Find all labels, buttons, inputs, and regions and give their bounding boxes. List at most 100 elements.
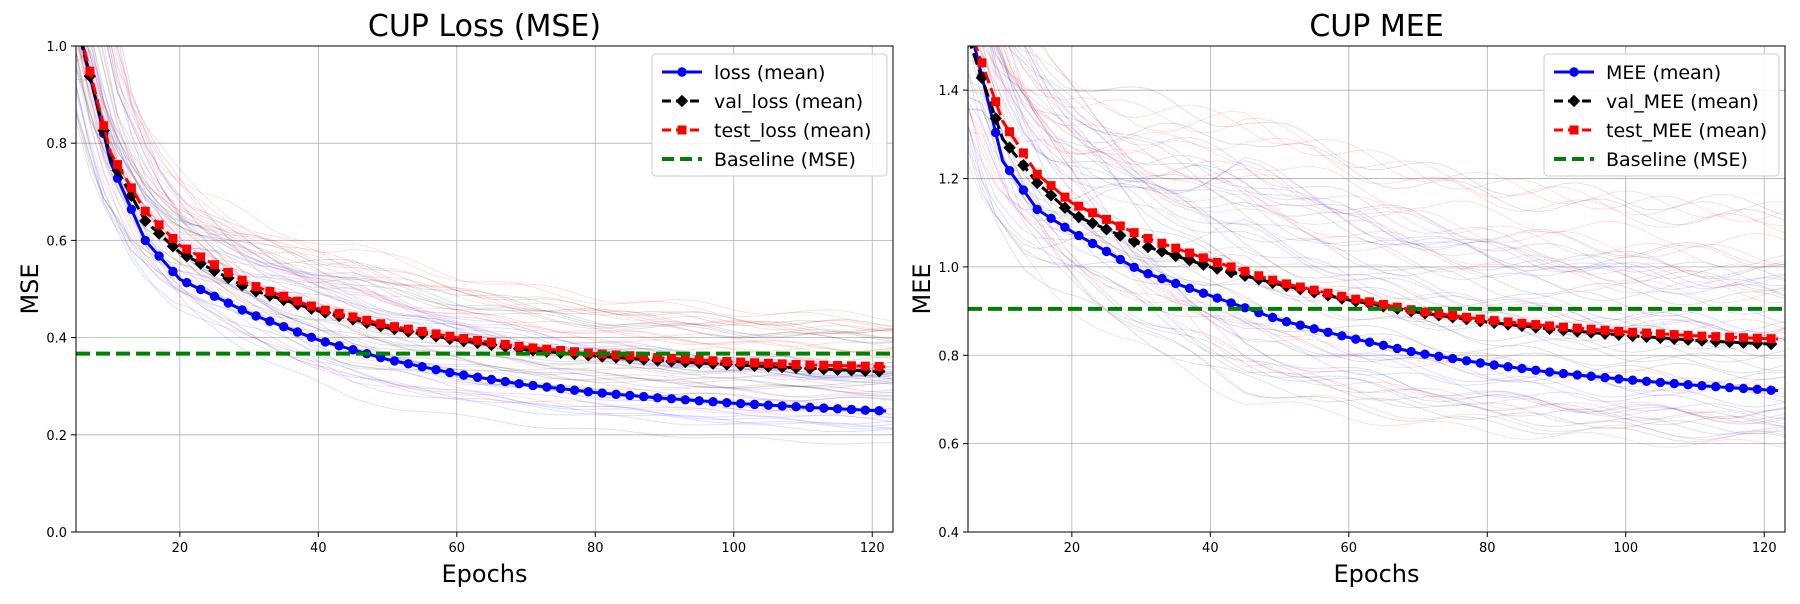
chart-2-trial-line <box>968 96 1785 443</box>
chart-2-legend-label: MEE (mean) <box>1606 62 1721 84</box>
chart-1-trial-line <box>76 120 893 383</box>
chart-2-plot-frame <box>967 45 1786 533</box>
chart-2-series-test-mee-mean-point <box>1531 320 1541 330</box>
chart-1-trial-line <box>98 46 893 393</box>
chart-1-series-loss-mean-point <box>445 367 455 378</box>
chart-2-series-val-mee-mean-point <box>1017 159 1030 172</box>
chart-1-series-test-loss-mean-point <box>113 160 123 170</box>
chart-2-series-mee-mean-point <box>1627 375 1638 385</box>
chart-1-series-loss-mean-point <box>583 387 594 397</box>
chart-1-trial-line <box>86 46 893 332</box>
chart-2-series-mee-mean-point <box>1309 324 1319 334</box>
chart-2-series-test-mee-mean-point <box>1462 312 1472 322</box>
chart-1-series-test-loss-mean-point <box>362 315 372 325</box>
chart-2-trial-line <box>1023 46 1785 381</box>
chart-2-series-test-mee-mean-point <box>1420 307 1430 317</box>
chart-2-trial-line <box>994 46 1785 331</box>
chart-2-series-mee-mean-point <box>1766 385 1776 395</box>
chart-2-ytick-label: 1.4 <box>938 84 959 99</box>
chart-1-trial-line <box>116 46 893 354</box>
chart-2-series-val-mee-mean-point <box>1100 223 1113 236</box>
chart-1-trial-line <box>77 46 893 349</box>
chart-2-trial-line <box>998 46 1785 269</box>
chart-1-legend-marker <box>677 67 687 77</box>
chart-2-series-mee-mean-point <box>1641 376 1652 386</box>
chart-2-legend-label: test_MEE (mean) <box>1606 120 1767 142</box>
chart-1-series-test-loss-mean-point <box>237 275 247 285</box>
chart-2-series-test-mee-mean-point <box>1669 330 1679 340</box>
chart-1-series-loss-mean-point <box>805 402 815 413</box>
chart-1-series-loss-mean-point <box>154 251 164 261</box>
chart-2-series-mee-mean-point <box>990 127 1001 138</box>
chart-2-series-test-mee-mean-point <box>1351 294 1361 304</box>
chart-2-series-val-mee-mean-point <box>1169 249 1182 263</box>
chart-2-series-test-mee-mean-point <box>1198 253 1208 263</box>
chart-2-series-test-mee-mean-point <box>1545 321 1555 331</box>
chart-1-series-test-loss-mean-point <box>750 358 760 368</box>
chart-1-series-loss-mean-point <box>417 362 427 372</box>
chart-2-series-mee-mean-point <box>1129 262 1139 273</box>
chart-2-series <box>968 46 1785 395</box>
chart-2-legend-entry: MEE (mean) <box>1554 62 1721 84</box>
chart-2-series-test-mee-mean-point <box>1697 331 1707 341</box>
chart-1-trial-line <box>78 46 893 368</box>
chart-1-trial-line <box>76 58 893 402</box>
chart-1-series-loss-mean-point <box>569 385 580 395</box>
chart-2-series-test-mee-mean-point <box>1503 317 1513 327</box>
chart-2-series-test-mee-mean-point <box>1378 299 1388 309</box>
chart-1-series-test-loss-mean-point <box>279 291 289 301</box>
chart-2-series-test-mee-mean-point <box>1365 297 1375 307</box>
chart-2-series-val-mee-mean-point <box>1183 254 1196 267</box>
chart-1-series-test-loss-mean-point <box>459 334 469 344</box>
chart-2-trial-line <box>968 136 1785 420</box>
chart-2-series-test-mee-mean-point <box>1240 266 1250 276</box>
chart-1-trial-line <box>76 113 893 366</box>
chart-1-series-loss-mean-point <box>403 359 414 369</box>
chart-1-trial-line <box>86 46 893 334</box>
chart-2-trial-line <box>968 59 1785 427</box>
chart-1-trial-line <box>76 112 893 402</box>
chart-1-ytick-label: 0.6 <box>46 234 67 249</box>
chart-1-ytick-label: 0.2 <box>46 429 67 444</box>
chart-1-trial-line <box>76 85 893 427</box>
chart-2-trial-line <box>992 46 1785 223</box>
chart-1-legend-label: test_loss (mean) <box>714 120 871 142</box>
chart-2-series-mee-mean-point <box>1586 371 1596 381</box>
chart-2-trial-line <box>996 46 1785 248</box>
chart-2-trial-line <box>968 144 1785 435</box>
chart-2-xtick-label: 100 <box>1613 541 1638 556</box>
chart-2-series-mee-mean-point <box>1544 367 1555 377</box>
chart-2-series-mee-mean-point <box>1046 213 1056 224</box>
chart-2-trial-line <box>968 126 1785 339</box>
chart-2-trial-line <box>991 46 1785 306</box>
chart-1-series-test-loss-mean-point <box>445 331 455 341</box>
chart-2-series-mee-mean-point <box>1697 381 1707 391</box>
chart-2-trial-line <box>968 109 1785 265</box>
chart-1-trial-line <box>76 64 893 344</box>
chart-2-ytick-label: 1.2 <box>938 173 959 188</box>
chart-2-trial-line <box>1028 46 1785 216</box>
chart-2-series-test-mee-mean-point <box>1295 282 1305 292</box>
chart-1-series-loss-mean-point <box>265 316 275 327</box>
chart-2-series-test-mee-mean-point <box>1185 248 1195 258</box>
chart-1-series-test-loss-mean-point <box>860 361 870 371</box>
chart-1-series-test-loss-mean-point <box>154 220 164 230</box>
chart-2-trial-line <box>982 46 1785 413</box>
chart-2-series-val-mee-mean-point <box>1086 216 1099 230</box>
chart-1-legend-label: Baseline (MSE) <box>714 149 856 171</box>
chart-2-series-test-mee-mean-point <box>1766 334 1776 344</box>
chart-2-ytick-label: 0.4 <box>938 526 959 541</box>
chart-1-series-test-loss-mean-point <box>209 260 219 270</box>
chart-2-series-val-mee-mean-point <box>1072 210 1085 224</box>
chart-2-series-test-mee-mean-point <box>1088 208 1098 218</box>
chart-1-series-test-loss-mean-point <box>777 359 787 369</box>
chart-2-series-test-mee-mean-point <box>1558 322 1568 332</box>
chart-1-series-test-loss-mean-point <box>791 360 801 370</box>
chart-1-series-test-loss-mean-point <box>473 336 483 346</box>
chart-1-trial-line <box>91 46 893 370</box>
chart-1-trial-line <box>77 46 893 395</box>
chart-2-series-mee-mean-point <box>1351 334 1361 344</box>
chart-2-series-test-mee-mean-point <box>1489 316 1499 326</box>
chart-2-xlabel: Epochs <box>1334 560 1420 588</box>
chart-1-series-loss-mean-point <box>791 402 801 412</box>
